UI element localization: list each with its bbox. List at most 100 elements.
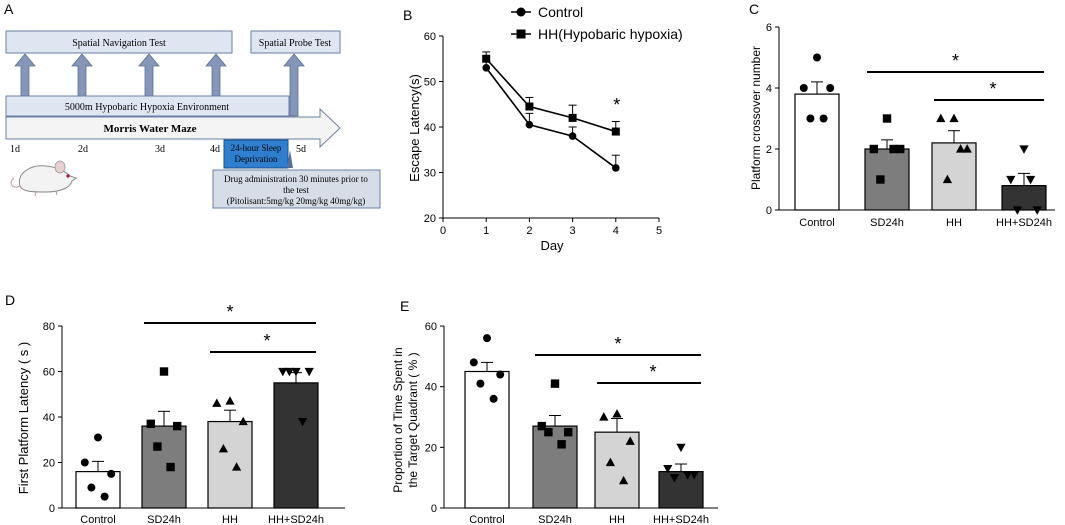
data-point	[813, 53, 821, 62]
data-point	[153, 442, 162, 451]
up-arrow-icons	[14, 53, 305, 117]
data-point	[87, 483, 96, 492]
x-tick-label: Control	[799, 217, 834, 229]
morris-water-maze-label: Morris Water Maze	[103, 123, 196, 135]
significance-star: *	[649, 362, 656, 382]
data-point	[1006, 175, 1016, 185]
data-point	[676, 443, 686, 453]
morris-water-maze-arrow	[5, 107, 341, 149]
day-label: 4d	[210, 144, 220, 155]
data-point	[1019, 145, 1029, 154]
chart-e: Proportion of Time Spent in the Target Q…	[391, 321, 718, 525]
data-point	[962, 144, 972, 153]
y-tick-label: 30	[424, 168, 436, 180]
x-tick-label: 3	[570, 225, 576, 237]
x-tick-label: 5	[656, 225, 662, 237]
bar-control	[464, 370, 510, 509]
data-point	[489, 394, 498, 403]
data-point	[889, 144, 898, 154]
data-point	[1012, 206, 1023, 215]
y-tick-label: 20	[43, 458, 55, 470]
significance-star: *	[613, 95, 620, 115]
y-tick-label: 40	[424, 122, 436, 134]
y-tick-label: 0	[766, 205, 772, 217]
data-point	[476, 379, 485, 388]
panel-label-d: D	[5, 292, 15, 308]
y-tick-label: 2	[766, 144, 772, 156]
significance-star: *	[263, 331, 270, 351]
data-point	[618, 475, 629, 485]
data-point	[525, 120, 534, 129]
up-arrow-icon	[14, 53, 36, 97]
x-tick-label: HH+SD24h	[996, 217, 1052, 229]
y-tick-label: 40	[425, 382, 437, 394]
mouse-icon	[10, 160, 78, 197]
x-tick-label: SD24h	[870, 217, 904, 229]
data-point	[496, 370, 505, 379]
bar-hh	[931, 142, 977, 211]
data-point	[599, 412, 609, 421]
spatial-navigation-box	[5, 30, 233, 54]
data-point	[173, 421, 182, 431]
data-point	[869, 144, 878, 154]
data-point	[483, 334, 491, 343]
data-point	[550, 379, 560, 388]
y-tick-label: 80	[43, 321, 55, 333]
day-label: 2d	[78, 144, 88, 155]
sleep-deprivation-line2: Deprivation	[235, 154, 278, 164]
up-arrow-icon	[71, 53, 93, 97]
significance-star: *	[989, 79, 996, 99]
data-point	[625, 436, 635, 445]
y-axis-label: First Platform Latency ( s )	[16, 342, 31, 494]
data-point	[94, 433, 102, 442]
sleep-deprivation-box	[223, 139, 289, 169]
data-point	[1032, 206, 1042, 215]
data-point	[564, 427, 573, 437]
data-point	[806, 114, 815, 123]
bar-sd24h	[864, 148, 910, 211]
data-point	[238, 416, 248, 426]
data-point	[689, 471, 699, 480]
panel-label-a: A	[4, 1, 14, 17]
data-point	[819, 114, 828, 123]
x-tick-label: 1	[483, 225, 489, 237]
data-point	[146, 419, 155, 429]
y-axis-label: Escape Latency(s)	[407, 74, 422, 182]
data-point	[107, 469, 116, 478]
y-axis-label-line1: Proportion of Time Spent in	[391, 347, 405, 492]
y-tick-label: 60	[43, 367, 55, 379]
data-point	[284, 367, 295, 377]
chart-c: Platform crossover number 0 2 4 6 Control SD2…	[749, 22, 1055, 229]
data-point	[166, 462, 175, 472]
data-point	[799, 84, 808, 92]
drug-line2: the test	[283, 185, 309, 195]
data-point	[663, 464, 673, 474]
data-point	[936, 113, 946, 123]
y-tick-label: 0	[431, 503, 437, 515]
data-point	[826, 84, 835, 92]
y-axis-label-line2: the Target Quadrant ( % )	[406, 352, 420, 487]
x-tick-label: HH+SD24h	[268, 514, 324, 525]
data-point	[212, 398, 222, 407]
drug-line3: (Pitolisant:5mg/kg 20mg/kg 40mg/kg)	[227, 196, 366, 206]
hypoxia-environment-box	[5, 95, 290, 117]
data-point	[482, 54, 491, 63]
data-point	[949, 113, 959, 123]
x-tick-label: 2	[526, 225, 532, 237]
data-point	[612, 409, 622, 418]
bar-hh-sd24h	[658, 471, 704, 509]
data-point	[568, 132, 577, 140]
series-line-hh	[485, 58, 617, 133]
x-tick-label: HH+SD24h	[653, 514, 709, 525]
day-label: 3d	[155, 144, 165, 155]
x-tick-label: Control	[80, 514, 115, 525]
x-tick-label: SD24h	[538, 514, 572, 525]
data-point	[896, 144, 905, 154]
data-point	[482, 64, 491, 72]
bar-control	[794, 93, 840, 211]
legend: Control HH(Hypobaric hypoxia)	[511, 4, 683, 42]
data-point	[304, 367, 314, 377]
up-arrow-icon	[283, 53, 305, 117]
data-point	[605, 457, 616, 467]
data-point	[469, 358, 478, 367]
